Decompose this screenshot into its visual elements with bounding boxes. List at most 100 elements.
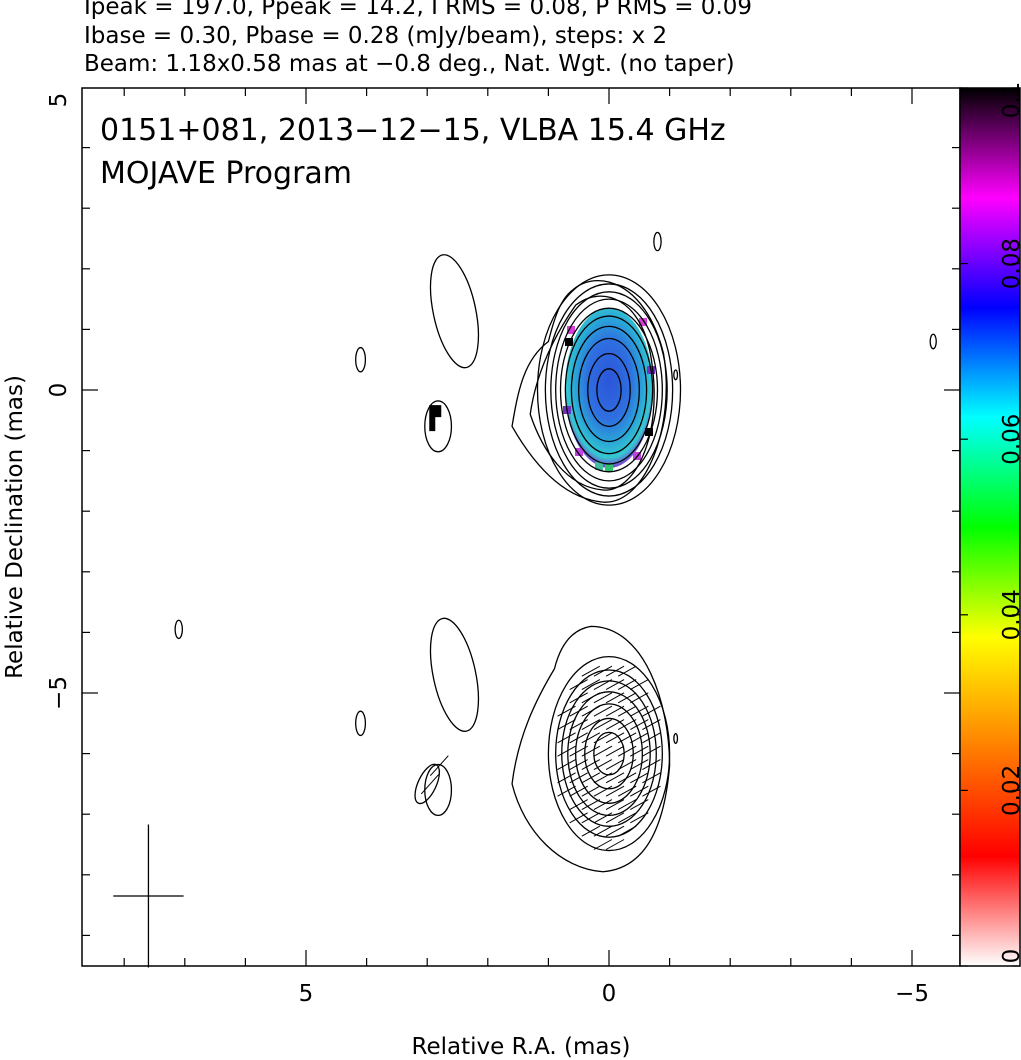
evpa-tick xyxy=(630,732,649,744)
intensity-contour xyxy=(578,337,640,443)
evpa-tick xyxy=(605,799,625,810)
axis-ticks xyxy=(82,87,1020,967)
intensity-contour-blob xyxy=(414,763,441,805)
evpa-tick xyxy=(630,745,649,757)
colorbar-tick-label: 0.04 xyxy=(999,589,1021,640)
evpa-tick xyxy=(605,719,625,730)
y-tick-label: 5 xyxy=(46,93,72,108)
evpa-tick xyxy=(581,785,601,797)
colorbar-tick-label: 0.1 xyxy=(999,82,1021,119)
evpa-tick xyxy=(593,705,613,717)
polarization-pixel xyxy=(567,326,575,334)
evpa-tick xyxy=(593,772,613,784)
evpa-tick xyxy=(605,785,625,797)
evpa-tick xyxy=(593,745,613,757)
evpa-tick xyxy=(569,719,588,730)
intensity-contour-blob xyxy=(653,231,662,252)
intensity-contour-blob xyxy=(929,333,937,350)
intensity-contour xyxy=(575,703,643,804)
intensity-contour-blob xyxy=(424,400,453,453)
evpa-tick xyxy=(581,665,601,677)
y-axis-label: Relative Declination (mas) xyxy=(2,375,28,679)
intensity-contour-blob xyxy=(673,369,679,381)
evpa-tick xyxy=(557,772,576,784)
evpa-tick xyxy=(630,705,649,717)
evpa-tick xyxy=(630,785,649,797)
evpa-tick xyxy=(605,692,625,704)
evpa-tick xyxy=(630,812,649,824)
evpa-tick xyxy=(581,825,601,837)
map-content xyxy=(113,231,937,968)
evpa-tick xyxy=(617,692,637,704)
evpa-tick xyxy=(420,773,440,795)
intensity-contour-outer xyxy=(511,625,671,873)
intensity-contour xyxy=(570,325,648,455)
intensity-contour xyxy=(564,315,654,465)
evpa-tick xyxy=(617,665,637,677)
evpa-tick xyxy=(617,799,637,810)
evpa-tick xyxy=(581,679,601,690)
polarization-pixel xyxy=(575,448,583,456)
evpa-tick xyxy=(569,812,588,824)
plot-frame xyxy=(81,87,961,967)
evpa-tick xyxy=(605,745,625,757)
evpa-tick xyxy=(581,692,601,704)
evpa-tick xyxy=(630,719,649,730)
intensity-contour xyxy=(587,352,631,428)
evpa-tick xyxy=(617,785,637,797)
evpa-tick xyxy=(593,799,613,810)
x-tick-label: −5 xyxy=(895,981,929,1007)
evpa-tick xyxy=(630,799,649,810)
evpa-tick xyxy=(642,732,661,744)
evpa-tick xyxy=(617,812,637,824)
evpa-tick xyxy=(605,732,625,744)
y-tick-label: −5 xyxy=(46,676,72,710)
polarization-pixel xyxy=(595,462,603,470)
plot-title-source: 0151+081, 2013−12−15, VLBA 15.4 GHz xyxy=(100,113,726,148)
evpa-tick xyxy=(593,719,613,730)
intensity-contour xyxy=(567,691,651,817)
header-line-3: Beam: 1.18x0.58 mas at −0.8 deg., Nat. W… xyxy=(84,51,735,77)
evpa-tick xyxy=(581,759,601,770)
y-tick-label: 0 xyxy=(46,383,72,398)
evpa-tick xyxy=(569,785,588,797)
intensity-contour xyxy=(550,291,668,489)
colorbar-tick-label: 0.08 xyxy=(999,238,1021,289)
evpa-tick xyxy=(642,785,661,797)
evpa-tick xyxy=(642,772,661,784)
intensity-contour-blob xyxy=(429,617,480,732)
evpa-tick xyxy=(593,839,613,850)
evpa-tick xyxy=(569,705,588,717)
evpa-tick xyxy=(581,812,601,824)
evpa-tick xyxy=(557,745,576,757)
evpa-tick xyxy=(593,812,613,824)
evpa-tick xyxy=(557,705,576,717)
evpa-tick xyxy=(429,755,449,777)
evpa-tick xyxy=(593,692,613,704)
evpa-tick xyxy=(605,825,625,837)
evpa-tick xyxy=(593,732,613,744)
evpa-tick xyxy=(630,679,649,690)
evpa-tick xyxy=(630,772,649,784)
intensity-contour xyxy=(555,669,663,838)
evpa-tick xyxy=(569,799,588,810)
polarization-pixel xyxy=(605,464,613,472)
evpa-tick xyxy=(557,719,576,730)
intensity-contour-blob xyxy=(355,346,367,373)
evpa-tick xyxy=(581,732,601,744)
evpa-tick xyxy=(581,745,601,757)
intensity-contour xyxy=(544,283,674,497)
evpa-tick xyxy=(605,665,625,677)
intensity-contour-outer xyxy=(529,295,655,491)
polarization-map xyxy=(565,308,653,468)
polarization-pixel xyxy=(639,318,647,326)
evpa-tick xyxy=(617,679,637,690)
evpa-tick xyxy=(617,772,637,784)
colorbar xyxy=(959,87,1021,967)
evpa-tick xyxy=(605,759,625,770)
intensity-contour xyxy=(559,307,659,473)
intensity-contour xyxy=(536,274,682,506)
evpa-tick xyxy=(557,732,576,744)
polarization-pixel xyxy=(645,428,653,436)
